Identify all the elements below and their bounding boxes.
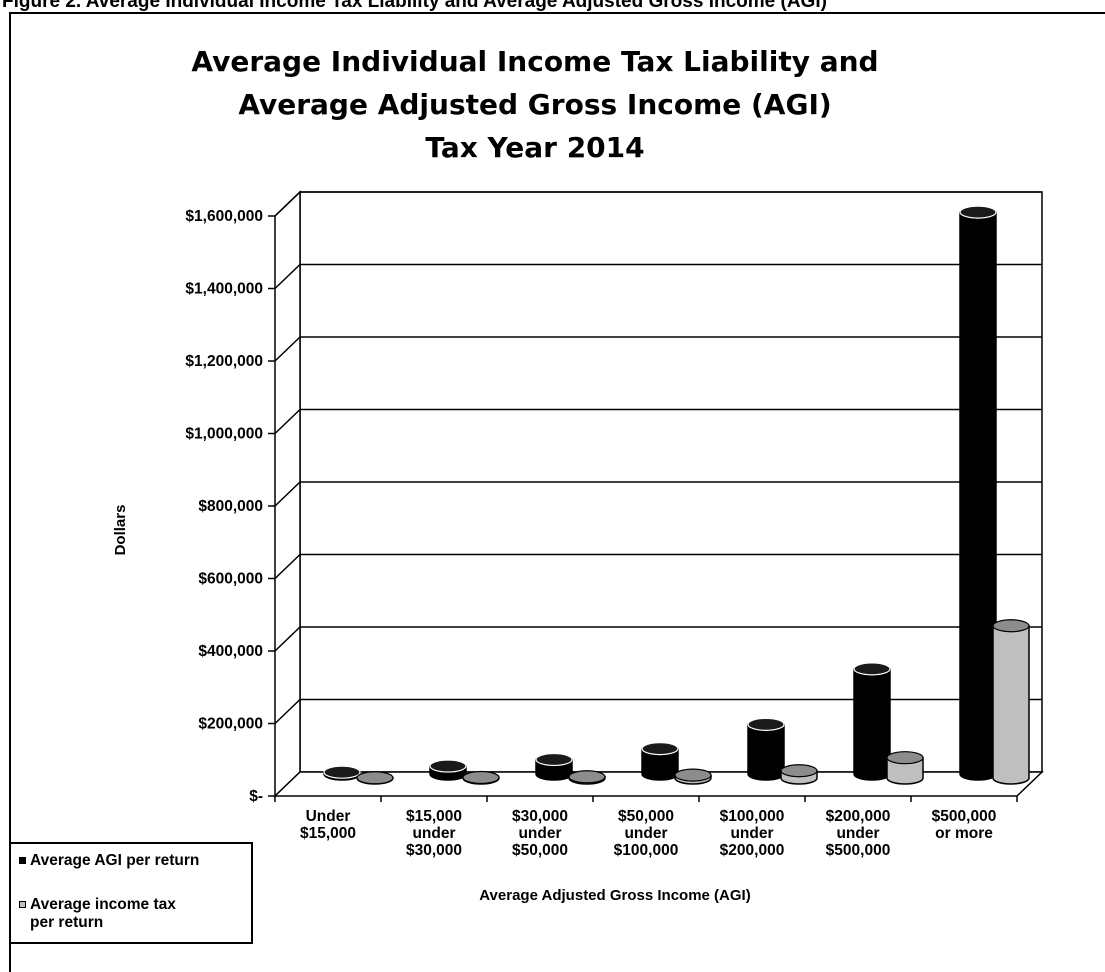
gridline-side [274,626,301,652]
legend-label-tax: Average income tax per return [30,896,255,932]
bar-tax [886,751,924,785]
y-tick-label: $600,000 [198,571,263,588]
bar-tax [780,764,818,785]
x-tick-label: under [624,825,667,842]
y-tick-label: $1,400,000 [185,281,263,298]
y-tick-label: $400,000 [198,643,263,660]
x-tick-label: $50,000 [512,842,568,859]
y-tick-label: $1,600,000 [185,208,263,225]
chart-title: Average Individual Income Tax Liability … [100,40,970,169]
gridline-side [274,553,301,580]
bar-agi [959,205,997,781]
bar-agi [429,759,467,781]
bar-agi [853,662,891,781]
legend-label-agi: Average AGI per return [30,852,200,869]
bar-agi [535,752,573,781]
gridline-side [274,481,301,507]
x-tick-label: $50,000 [618,808,674,825]
y-tick-label: $1,000,000 [185,426,263,443]
x-tick-label: under [412,825,455,842]
bar-tax [462,770,500,785]
bar-tax [568,770,606,785]
x-tick-label: $200,000 [826,808,891,825]
bar-agi [323,765,361,781]
x-tick-label: $200,000 [720,842,785,859]
y-tick-label: $800,000 [198,498,263,515]
x-tick-label: or more [935,825,993,842]
chart-title-line-3: Tax Year 2014 [425,131,645,164]
x-tick-label: $30,000 [512,808,568,825]
y-tick-label: $200,000 [198,716,263,733]
legend-swatch-tax [19,901,26,908]
legend-swatch-agi [19,857,26,864]
gridline-side [274,698,301,725]
bar-agi [747,717,785,781]
bar-tax [674,768,712,785]
y-axis-title: Dollars [112,505,129,556]
y-tick-label: $- [249,788,263,805]
x-tick-label: $500,000 [826,842,891,859]
x-tick-label: $100,000 [720,808,785,825]
x-tick-label: $30,000 [406,842,462,859]
x-tick-label: $15,000 [406,808,462,825]
x-tick-label: under [836,825,879,842]
bar-agi [641,742,679,781]
gridline-side [274,263,301,290]
x-tick-label: $100,000 [614,842,679,859]
chart-title-line-2: Average Adjusted Gross Income (AGI) [238,88,832,121]
x-axis-title: Average Adjusted Gross Income (AGI) [479,887,750,904]
x-tick-label: $15,000 [300,825,356,842]
chart-title-line-1: Average Individual Income Tax Liability … [191,45,879,78]
x-tick-label: under [518,825,561,842]
chart-legend: Average AGI per return Average income ta… [9,842,253,944]
legend-label-tax-line-1: Average income tax [30,896,176,913]
y-tick-label: $1,200,000 [185,353,263,370]
gridline-side [274,408,301,435]
bar-tax [992,619,1030,785]
x-tick-label: under [730,825,773,842]
gridline-side [274,191,301,217]
x-tick-label: $500,000 [932,808,997,825]
x-tick-label: Under [306,808,351,825]
legend-label-tax-line-2: per return [30,914,104,931]
figure-header: Figure 2. Average Individual Income Tax … [2,0,827,12]
gridline-side [274,336,301,362]
bar-tax [356,771,394,785]
chart-frame [9,12,1105,972]
